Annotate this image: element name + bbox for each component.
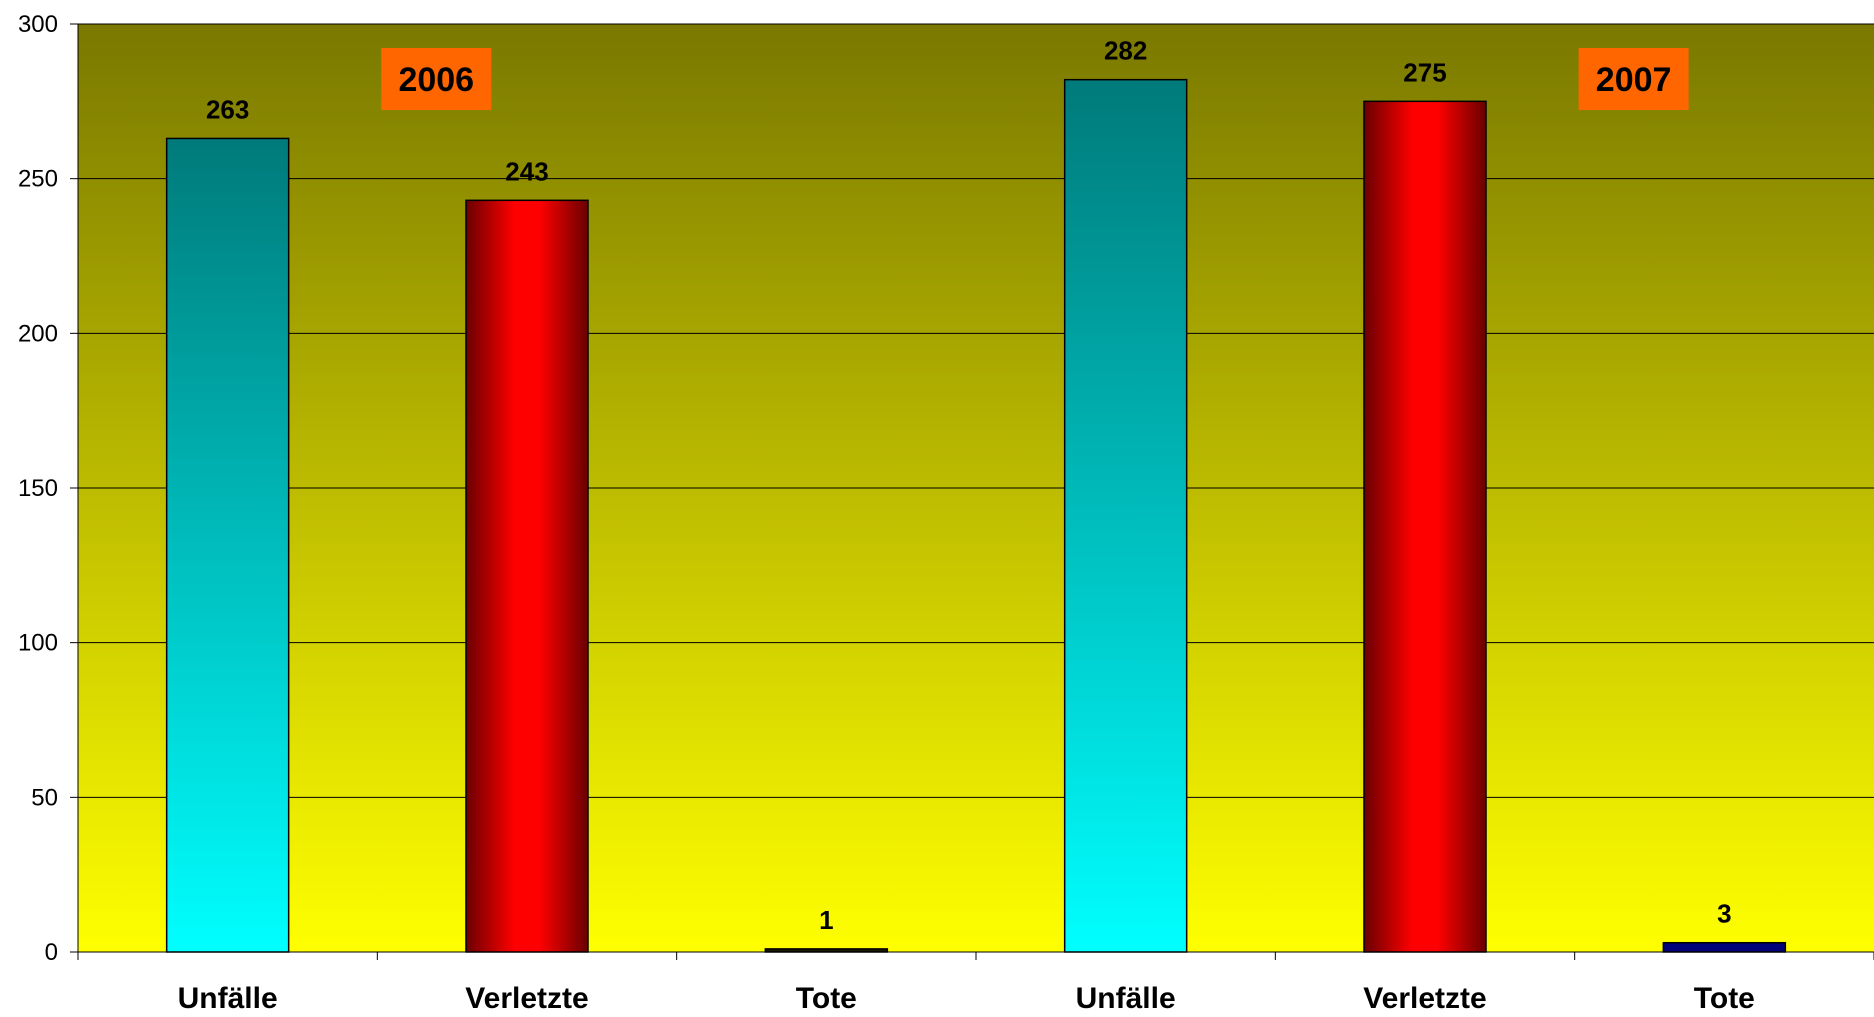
y-tick-label: 150 — [18, 475, 58, 502]
bar-3 — [764, 948, 889, 953]
annotation-text: 2006 — [398, 61, 474, 99]
category-label: Unfälle — [178, 982, 278, 1015]
category-label: Tote — [1694, 982, 1755, 1015]
y-tick-label: 50 — [31, 784, 58, 811]
category-label: Verletzte — [1363, 982, 1486, 1015]
bars — [165, 78, 1787, 953]
data-label: 1 — [819, 905, 833, 935]
annotation-box — [1578, 48, 1689, 110]
annotation-text: 2007 — [1596, 61, 1672, 99]
y-tick-label: 250 — [18, 166, 58, 193]
gridlines — [78, 23, 1874, 798]
bar-1 — [165, 137, 290, 953]
bar-6 — [1662, 941, 1787, 953]
category-label: Verletzte — [465, 982, 588, 1015]
bar-5 — [1363, 100, 1487, 953]
bar-2 — [465, 199, 589, 953]
y-tick-label: 200 — [18, 320, 58, 347]
data-label: 243 — [505, 156, 548, 186]
annotation-box — [381, 48, 492, 110]
data-label: 282 — [1104, 36, 1147, 66]
bar-4 — [1063, 78, 1188, 953]
labels: 0 50 100 150 200 250 300 263 Unfälle 243 Verletzte… — [18, 11, 1755, 1015]
data-label: 263 — [206, 94, 249, 124]
year-annotation-2007: 2007 — [1578, 48, 1689, 110]
axes — [70, 23, 1874, 960]
data-label: 3 — [1717, 899, 1731, 929]
category-label: Tote — [796, 982, 857, 1015]
y-tick-label: 0 — [45, 939, 58, 966]
y-tick-label: 300 — [18, 11, 58, 38]
year-annotation-2006: 2006 — [381, 48, 492, 110]
category-label: Unfälle — [1076, 982, 1176, 1015]
data-label: 275 — [1403, 57, 1446, 87]
y-tick-label: 100 — [18, 630, 58, 657]
